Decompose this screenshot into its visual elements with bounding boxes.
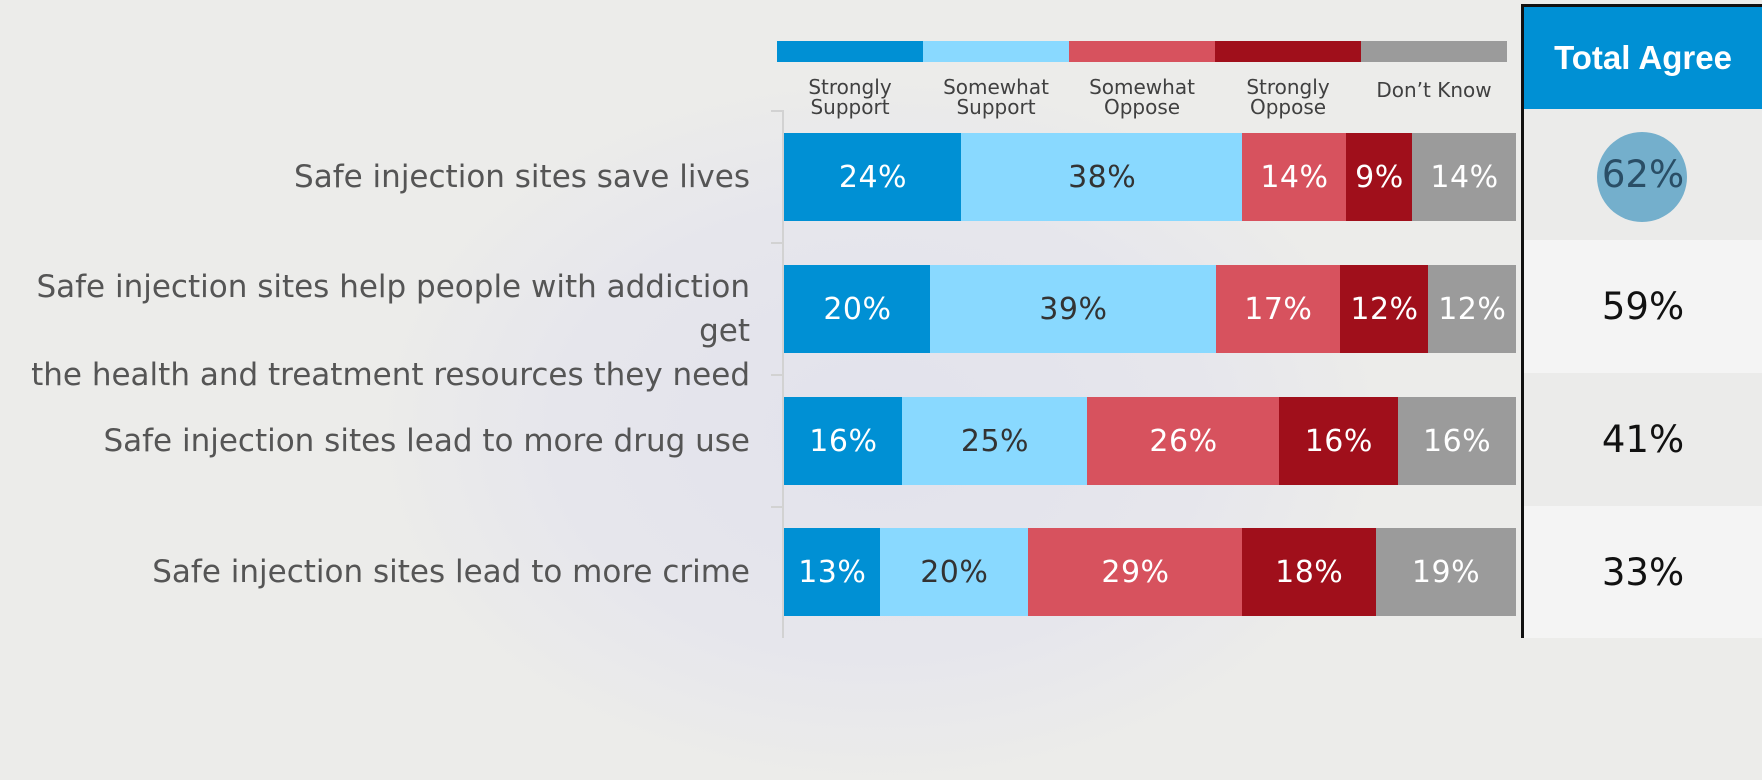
total-agree-highlight-circle xyxy=(1597,132,1687,222)
bar-segment-somewhat-support: 39% xyxy=(930,265,1217,353)
bar-segment-somewhat-oppose: 17% xyxy=(1215,265,1341,353)
row-label: Safe injection sites help people with ad… xyxy=(31,269,750,393)
y-axis-tick xyxy=(771,242,784,244)
legend-swatch-strongly-oppose xyxy=(1215,41,1361,62)
bar-segment-strongly-oppose: 9% xyxy=(1345,133,1413,221)
legend-label-somewhat-oppose: Somewhat Oppose xyxy=(1089,75,1195,119)
bar-segment-strongly-support: 20% xyxy=(784,265,931,353)
bar-segment-strongly-support: 24% xyxy=(784,133,962,221)
row-label: Safe injection sites lead to more crime xyxy=(152,554,750,590)
total-agree-header: Total Agree xyxy=(1524,7,1762,109)
bar-segment-somewhat-support: 25% xyxy=(902,397,1088,485)
bar-segment-dont-know: 14% xyxy=(1412,133,1517,221)
bar-segment-strongly-oppose: 16% xyxy=(1279,397,1399,485)
total-agree-value: 62% xyxy=(1601,153,1685,196)
row-label: Safe injection sites save lives xyxy=(294,159,750,195)
bar-segment-somewhat-oppose: 14% xyxy=(1242,133,1347,221)
legend-label-somewhat-support: Somewhat Support xyxy=(943,75,1049,119)
legend-label-dont-know: Don’t Know xyxy=(1376,78,1492,102)
y-axis-tick xyxy=(771,374,784,376)
total-agree-row xyxy=(1524,506,1762,638)
legend-label-strongly-support: Strongly Support xyxy=(808,75,892,119)
total-agree-value: 33% xyxy=(1601,550,1685,594)
bar-segment-dont-know: 19% xyxy=(1375,528,1517,616)
legend-swatch-somewhat-support xyxy=(923,41,1069,62)
bar-segment-dont-know: 12% xyxy=(1428,265,1517,353)
total-agree-value: 41% xyxy=(1601,418,1685,461)
bar-segment-somewhat-support: 38% xyxy=(961,133,1243,221)
legend-label-strongly-oppose: Strongly Oppose xyxy=(1246,75,1330,119)
stacked-bar-chart: Strongly Support Somewhat Support Somewhat… xyxy=(31,4,1762,638)
bar-segment-somewhat-support: 20% xyxy=(880,528,1029,616)
bar-segment-strongly-oppose: 18% xyxy=(1242,528,1376,616)
legend-swatch-dont-know xyxy=(1361,41,1507,62)
total-agree-row xyxy=(1524,240,1762,373)
bar-segment-strongly-support: 16% xyxy=(784,397,903,485)
bar-segment-somewhat-oppose: 29% xyxy=(1028,528,1243,616)
bar-segment-strongly-support: 13% xyxy=(784,528,881,616)
total-agree-row xyxy=(1524,373,1762,506)
bar-segment-dont-know: 16% xyxy=(1397,397,1517,485)
total-agree-value: 59% xyxy=(1601,285,1685,328)
bar-segment-strongly-oppose: 12% xyxy=(1340,265,1429,353)
bar-segment-somewhat-oppose: 26% xyxy=(1087,397,1280,485)
legend-swatch-strongly-support xyxy=(777,41,923,62)
y-axis-tick xyxy=(771,506,784,508)
y-axis-tick xyxy=(771,110,784,112)
row-label: Safe injection sites lead to more drug u… xyxy=(103,423,750,459)
legend-swatch-somewhat-oppose xyxy=(1069,41,1215,62)
